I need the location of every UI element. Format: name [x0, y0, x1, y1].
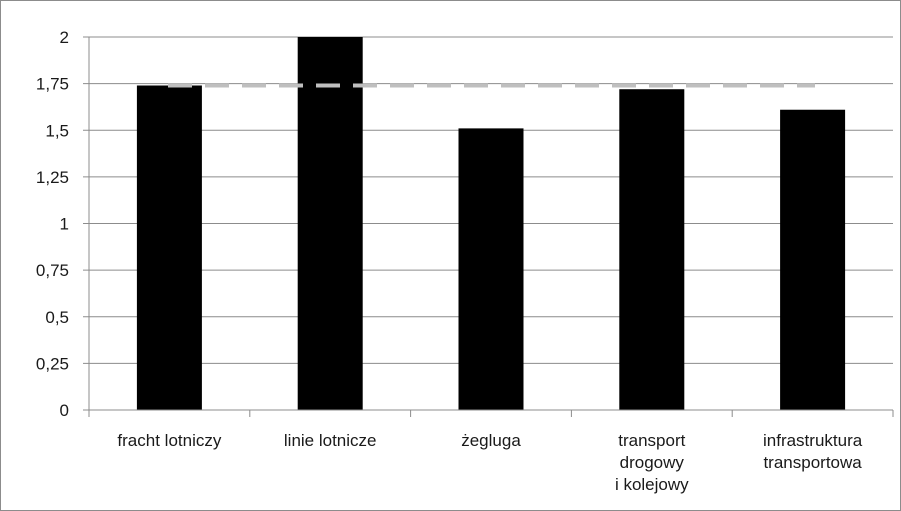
x-category-label-line: infrastruktura	[763, 431, 863, 450]
x-category-label-line: i kolejowy	[615, 475, 689, 494]
y-tick-label: 2	[60, 28, 69, 47]
y-tick-label: 0,5	[45, 308, 69, 327]
bars	[136, 37, 846, 411]
x-category-label: infrastruktura transportowa	[763, 431, 863, 472]
x-category-label: żegluga	[461, 431, 521, 450]
y-axis: 0 0,25 0,5 0,75 1 1,25 1,5 1,75 2	[36, 28, 90, 420]
bar	[780, 109, 846, 411]
y-tick-label: 1,75	[36, 75, 69, 94]
x-category-label: linie lotnicze	[284, 431, 377, 450]
y-tick-label: 1,25	[36, 168, 69, 187]
x-category-label-line: transport	[618, 431, 685, 450]
x-category-label-line: żegluga	[461, 431, 521, 450]
x-category-label-line: fracht lotniczy	[117, 431, 221, 450]
x-category-label-line: drogowy	[620, 453, 685, 472]
x-category-label-line: linie lotnicze	[284, 431, 377, 450]
bar	[619, 89, 685, 410]
y-tick-label: 0	[60, 401, 69, 420]
bar	[136, 85, 202, 411]
bar	[297, 37, 363, 410]
y-tick-label: 1	[60, 215, 69, 234]
x-category-label: fracht lotniczy	[117, 431, 221, 450]
x-category-label-line: transportowa	[763, 453, 862, 472]
x-axis: fracht lotniczy linie lotnicze żegluga tran…	[88, 409, 894, 494]
bar	[458, 128, 524, 410]
y-tick-label: 1,5	[45, 121, 69, 140]
y-tick-label: 0,75	[36, 261, 69, 280]
x-category-label: transport drogowy i kolejowy	[615, 431, 689, 494]
y-tick-label: 0,25	[36, 354, 69, 373]
